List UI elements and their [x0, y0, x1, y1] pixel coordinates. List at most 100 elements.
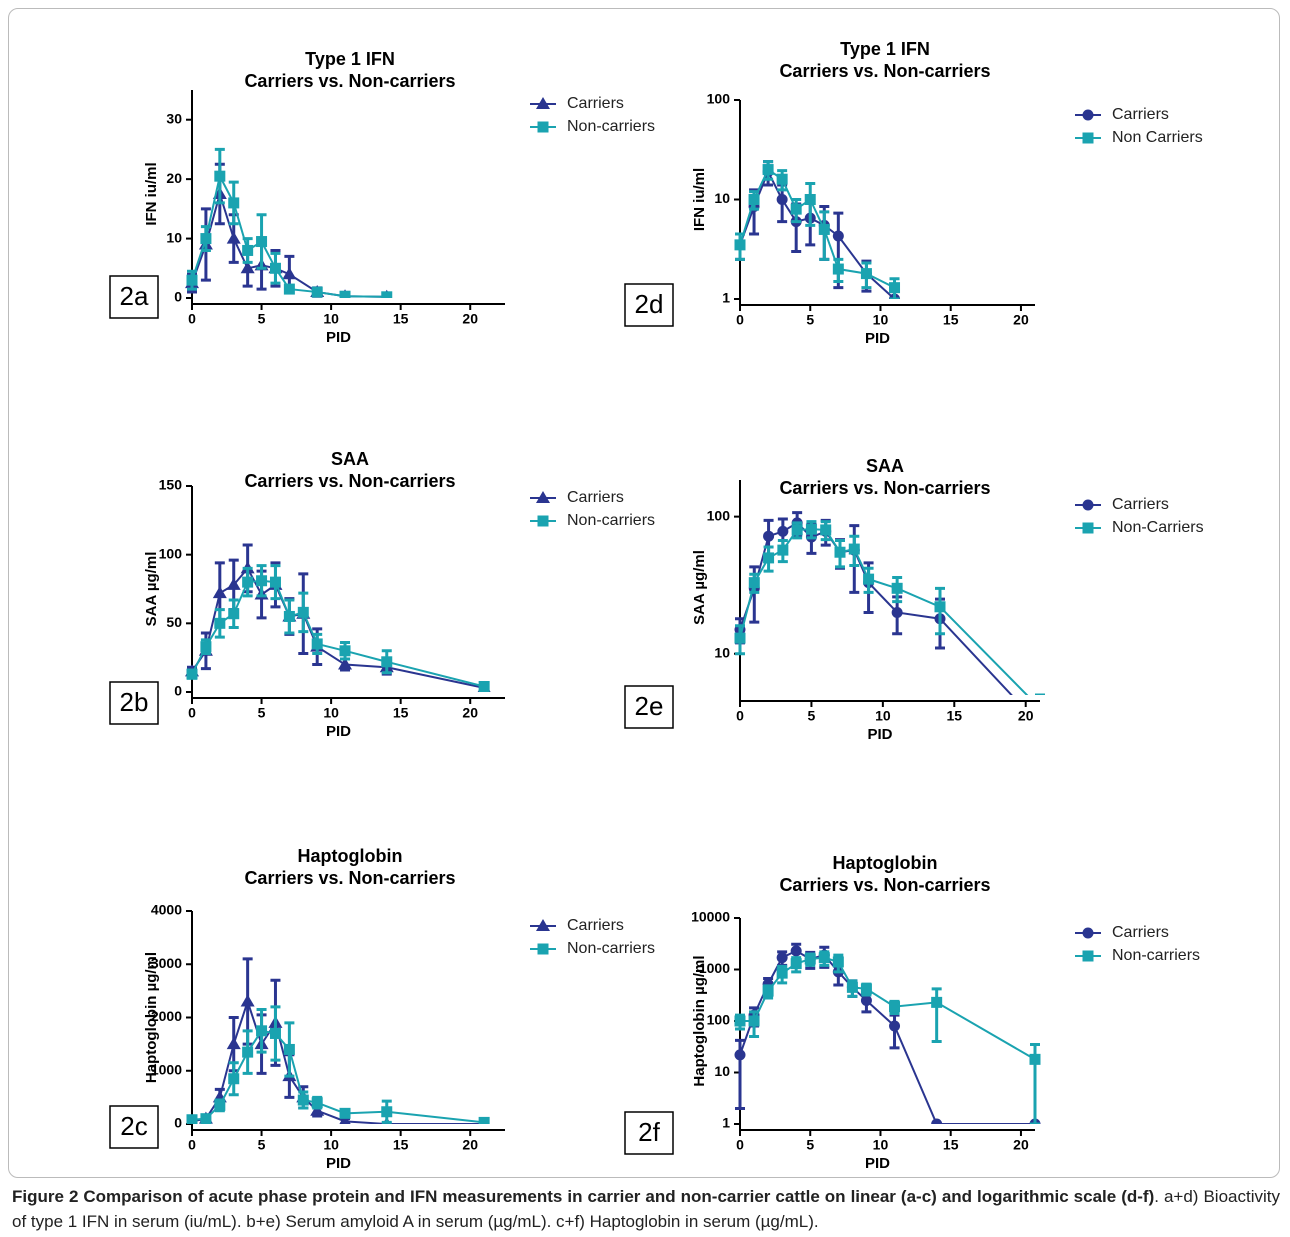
y-tick-label: 3000	[151, 955, 182, 971]
marker	[339, 290, 351, 298]
plot-area	[734, 942, 1041, 1124]
marker	[776, 967, 788, 979]
x-axis-label: PID	[867, 726, 892, 743]
legend-label: Non-carriers	[567, 512, 655, 529]
marker	[242, 244, 254, 256]
caption-bold: Figure 2 Comparison of acute phase prote…	[12, 1187, 1155, 1206]
x-tick-label: 15	[393, 705, 409, 721]
marker	[776, 194, 788, 205]
x-axis-label: PID	[865, 1155, 890, 1172]
marker	[748, 577, 760, 589]
error-bar	[931, 987, 942, 1043]
x-tick-label: 10	[323, 705, 339, 721]
marker	[748, 1015, 760, 1027]
x-tick-label: 5	[258, 311, 266, 327]
legend-label: Carriers	[1112, 924, 1169, 941]
y-tick-label: 1000	[699, 960, 730, 976]
x-tick-label: 5	[806, 1137, 814, 1153]
marker	[214, 170, 226, 182]
marker	[889, 1001, 901, 1013]
x-tick-label: 5	[806, 312, 814, 328]
y-tick-label: 10	[166, 229, 182, 245]
marker	[200, 1113, 212, 1124]
panel-label: 2a	[120, 281, 149, 311]
panel-label: 2d	[635, 289, 664, 319]
marker	[762, 985, 774, 997]
marker	[228, 608, 240, 620]
marker	[240, 261, 255, 274]
y-tick-label: 1	[722, 1115, 730, 1131]
x-tick-label: 20	[462, 311, 478, 327]
legend-label: Non-Carriers	[1112, 519, 1204, 536]
marker	[804, 194, 816, 205]
legend-label: Carriers	[1112, 106, 1169, 123]
panel-label-box	[109, 275, 159, 319]
marker	[339, 645, 351, 657]
y-tick-label: 10	[714, 644, 730, 660]
y-tick-label: 100	[707, 1012, 731, 1028]
marker	[242, 576, 254, 588]
legend-label: Non-carriers	[567, 118, 655, 135]
panel-label: 2e	[635, 691, 664, 721]
x-tick-label: 20	[1018, 708, 1034, 724]
x-axis-label: PID	[326, 1155, 351, 1172]
marker	[776, 173, 788, 185]
y-tick-label: 150	[159, 477, 183, 493]
panel-label: 2f	[638, 1117, 660, 1147]
chart-subtitle: Carriers vs. Non-carriers	[244, 471, 455, 491]
marker	[734, 632, 746, 644]
plot-area	[185, 543, 491, 692]
marker	[1035, 720, 1046, 731]
marker	[889, 282, 901, 294]
x-tick-label: 15	[393, 1137, 409, 1153]
x-axis-label: PID	[326, 329, 351, 346]
marker	[832, 956, 844, 968]
marker	[805, 523, 817, 535]
marker	[848, 543, 860, 555]
panel-label-box	[624, 1111, 674, 1155]
chart-title: Haptoglobin	[298, 846, 403, 866]
marker	[186, 668, 198, 680]
marker	[832, 230, 844, 242]
marker	[763, 530, 775, 542]
marker	[818, 223, 830, 235]
panel-label: 2c	[120, 1111, 147, 1141]
panel-label-box	[624, 283, 674, 327]
marker	[256, 236, 268, 248]
marker	[1029, 1053, 1041, 1065]
error-bar	[889, 1013, 900, 1050]
marker	[891, 582, 903, 594]
marker	[186, 274, 198, 286]
marker	[310, 1103, 325, 1116]
marker	[860, 983, 872, 995]
y-axis-label: SAA µg/ml	[143, 552, 160, 627]
y-tick-label: 0	[174, 289, 182, 305]
marker	[381, 656, 393, 668]
marker	[891, 606, 903, 618]
y-tick-label: 10	[714, 1063, 730, 1079]
marker	[1082, 132, 1094, 144]
marker	[790, 203, 802, 215]
marker	[269, 1027, 281, 1039]
error-bar	[1035, 693, 1045, 695]
plot-area	[734, 511, 1046, 731]
x-tick-label: 10	[875, 708, 891, 724]
marker	[734, 239, 746, 251]
marker	[931, 1118, 943, 1124]
y-axis-label: IFN iu/ml	[691, 168, 708, 231]
marker	[1082, 499, 1094, 511]
x-tick-label: 20	[1013, 1137, 1029, 1153]
marker	[790, 958, 802, 970]
y-tick-label: 0	[174, 683, 182, 699]
legend-label: Carriers	[1112, 496, 1169, 513]
x-tick-label: 20	[462, 1137, 478, 1153]
y-axis-label: Haptoglobin µg/ml	[143, 952, 160, 1083]
x-tick-label: 5	[808, 708, 816, 724]
series-line	[739, 528, 1029, 695]
y-tick-label: 100	[159, 545, 183, 561]
marker	[763, 552, 775, 564]
